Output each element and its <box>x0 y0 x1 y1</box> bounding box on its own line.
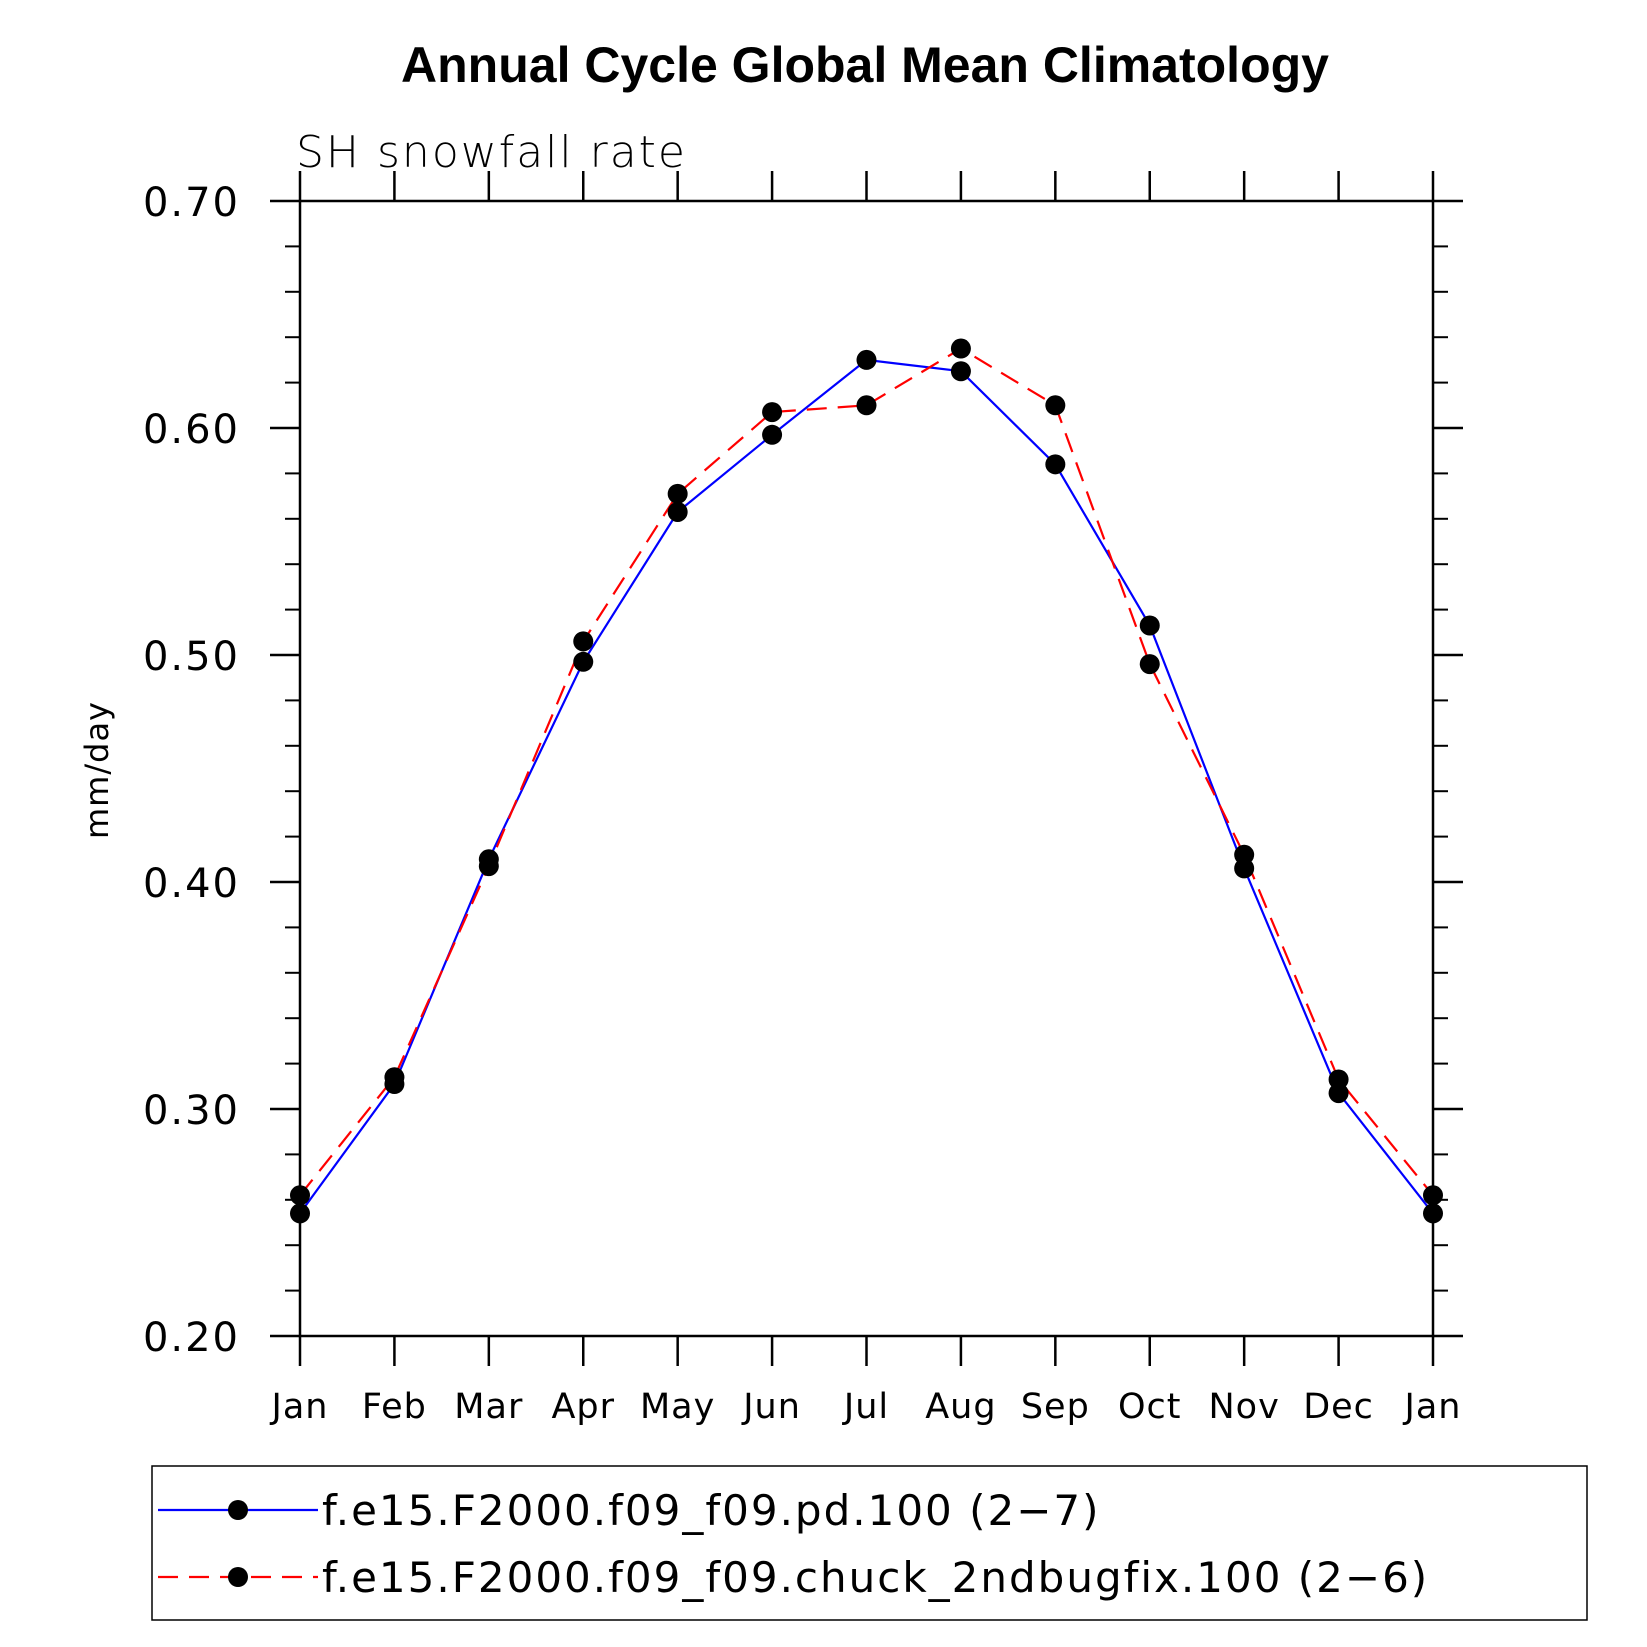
series-1-point <box>1234 844 1255 865</box>
series-line-1 <box>299 347 1434 1196</box>
series-1-point <box>1328 1069 1349 1090</box>
chart-subtitle: SH snowfall rate <box>296 127 687 178</box>
series-0-point <box>950 361 971 382</box>
plot-axes: 0.20 0.30 0.40 0.50 0.60 0.70 Jan Feb Mar Apr May J… <box>143 171 1463 1427</box>
plot-frame <box>298 199 1435 1338</box>
series-1-point <box>762 402 783 423</box>
series-1-point <box>950 338 971 359</box>
x-tick-label: Aug <box>925 1387 996 1427</box>
series-1-point <box>1139 654 1160 675</box>
series-1-point <box>1423 1185 1443 1206</box>
legend-marker-blue <box>228 1500 248 1520</box>
y-tick-label: 0.70 <box>143 180 240 226</box>
x-tick-label: Dec <box>1303 1387 1374 1427</box>
legend: f.e15.F2000.f09_f09.pd.100 (2−7) f.e15.F… <box>151 1465 1588 1621</box>
legend-label-red: f.e15.F2000.f09_f09.chuck_2ndbugfix.100 … <box>322 1553 1429 1602</box>
x-tick-label: Nov <box>1209 1387 1280 1427</box>
series-0-point <box>762 424 783 445</box>
legend-box <box>151 1465 1588 1621</box>
series-0-point <box>1045 454 1066 475</box>
legend-marker-red <box>228 1567 248 1587</box>
x-tick-label: Jul <box>842 1387 889 1427</box>
x-tick-label: Sep <box>1021 1387 1090 1427</box>
series-0-point <box>1423 1203 1443 1224</box>
series-1-point <box>384 1067 405 1088</box>
series-1-point <box>667 483 688 504</box>
series-layer <box>290 338 1443 1224</box>
x-tick-label: May <box>640 1387 715 1427</box>
x-tick-label: Jun <box>741 1387 801 1427</box>
series-1-point <box>290 1185 310 1206</box>
y-axis-label: mm/day <box>78 701 116 839</box>
series-0-point <box>1139 615 1160 636</box>
series-1-point <box>573 631 594 652</box>
y-tick-label: 0.50 <box>143 634 240 680</box>
x-tick-label: Apr <box>551 1387 615 1427</box>
x-tick-label: Feb <box>362 1387 427 1427</box>
x-tick-label: Jan <box>270 1387 329 1427</box>
series-0-point <box>856 349 877 370</box>
x-tick-label: Jan <box>1403 1387 1462 1427</box>
series-0-point <box>290 1203 310 1224</box>
y-tick-label: 0.60 <box>143 407 240 453</box>
legend-label-blue: f.e15.F2000.f09_f09.pd.100 (2−7) <box>322 1486 1101 1535</box>
series-0-point <box>573 651 594 672</box>
x-tick-label: Oct <box>1118 1387 1182 1427</box>
chart-title: Annual Cycle Global Mean Climatology <box>401 37 1329 93</box>
y-tick-label: 0.20 <box>143 1315 240 1361</box>
series-1-point <box>856 395 877 416</box>
x-tick-label: Mar <box>454 1387 523 1427</box>
series-1-point <box>478 856 499 877</box>
series-line-0 <box>299 358 1434 1215</box>
series-0-point <box>667 501 688 522</box>
y-tick-label: 0.40 <box>143 861 240 907</box>
y-tick-label: 0.30 <box>143 1088 240 1134</box>
series-1-point <box>1045 395 1066 416</box>
